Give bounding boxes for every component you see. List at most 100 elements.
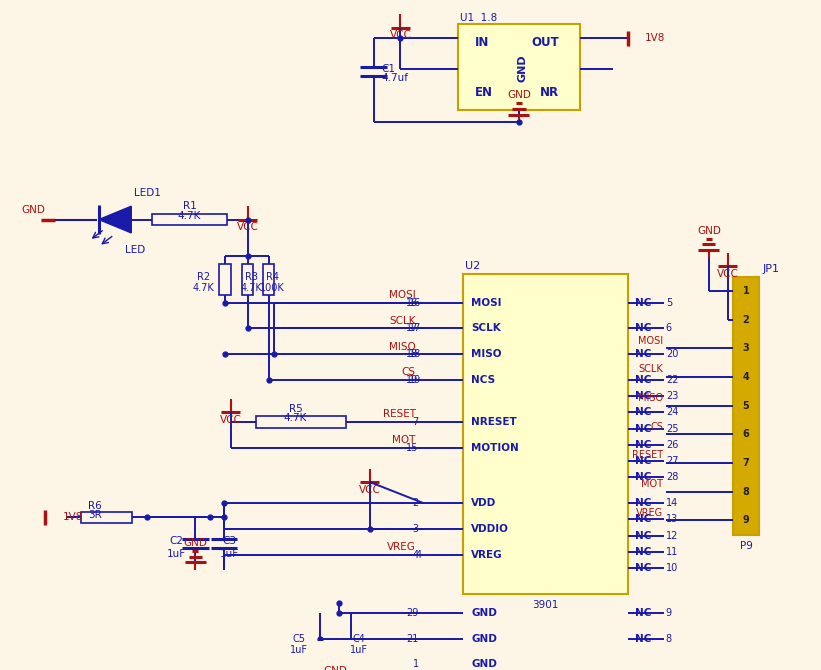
Text: 19: 19: [406, 375, 419, 385]
Text: 28: 28: [666, 472, 678, 482]
Text: RESET: RESET: [632, 450, 663, 460]
Text: GND: GND: [21, 205, 45, 215]
Text: 1uF: 1uF: [350, 645, 368, 655]
Text: C4: C4: [352, 634, 365, 644]
Text: 26: 26: [666, 440, 678, 450]
Text: GND: GND: [518, 54, 528, 82]
Bar: [242, 265, 254, 295]
Text: 1V8: 1V8: [644, 34, 665, 43]
Text: 6: 6: [666, 324, 672, 334]
Text: GND: GND: [471, 659, 497, 669]
Text: 3901: 3901: [532, 600, 559, 610]
Text: 1uF: 1uF: [291, 645, 309, 655]
Text: NC: NC: [635, 563, 652, 573]
Text: 23: 23: [666, 391, 678, 401]
Text: 4: 4: [415, 549, 421, 559]
Text: NCS: NCS: [471, 375, 495, 385]
Text: VCC: VCC: [717, 269, 739, 279]
Text: GND: GND: [471, 608, 497, 618]
Text: 22: 22: [666, 375, 678, 385]
Text: NC: NC: [635, 297, 652, 308]
Text: 1: 1: [743, 286, 750, 296]
Text: C5: C5: [293, 634, 305, 644]
Text: MOSI: MOSI: [471, 297, 502, 308]
Text: C1: C1: [382, 64, 396, 74]
Text: NC: NC: [635, 407, 652, 417]
Text: 7: 7: [412, 417, 419, 427]
Text: 3: 3: [743, 344, 750, 354]
Text: 6: 6: [743, 429, 750, 440]
Text: MOT: MOT: [641, 479, 663, 489]
Text: NR: NR: [540, 86, 559, 99]
Text: 7: 7: [743, 458, 750, 468]
Text: NC: NC: [635, 531, 652, 541]
Text: GND: GND: [471, 634, 497, 644]
Text: 16: 16: [406, 297, 419, 308]
Text: 1uF: 1uF: [220, 549, 239, 559]
Text: 2: 2: [412, 498, 419, 508]
Text: EN: EN: [475, 86, 493, 99]
Text: 13: 13: [666, 515, 678, 525]
Text: MISO: MISO: [389, 342, 415, 352]
Text: 100K: 100K: [260, 283, 285, 293]
Text: NC: NC: [635, 423, 652, 433]
Text: 8: 8: [666, 634, 672, 644]
Text: CS: CS: [650, 421, 663, 431]
Text: GND: GND: [183, 538, 207, 548]
Text: 17: 17: [406, 324, 419, 334]
Text: 5: 5: [666, 297, 672, 308]
Text: 20: 20: [666, 349, 678, 359]
Text: P9: P9: [740, 541, 753, 551]
Text: 29: 29: [406, 608, 419, 618]
Text: NC: NC: [635, 324, 652, 334]
Text: 4.7K: 4.7K: [241, 283, 263, 293]
Text: MOSI: MOSI: [638, 336, 663, 346]
Text: GND: GND: [697, 226, 721, 236]
Text: VCC: VCC: [220, 415, 241, 425]
Text: C2: C2: [169, 536, 183, 546]
Text: 4.7K: 4.7K: [178, 211, 201, 220]
Text: NC: NC: [635, 547, 652, 557]
Text: 4.7K: 4.7K: [284, 413, 307, 423]
Text: NRESET: NRESET: [471, 417, 517, 427]
Text: NC: NC: [635, 608, 652, 618]
Text: R4: R4: [266, 272, 279, 282]
Bar: [464, 274, 628, 594]
Text: VCC: VCC: [389, 30, 411, 40]
Text: 14: 14: [666, 498, 678, 508]
Text: 25: 25: [666, 423, 678, 433]
Text: MISO: MISO: [638, 393, 663, 403]
Text: 21: 21: [406, 634, 419, 644]
Text: 9: 9: [666, 608, 672, 618]
Text: 17: 17: [409, 324, 421, 334]
Text: NC: NC: [635, 391, 652, 401]
Text: 18: 18: [409, 349, 421, 359]
Text: NC: NC: [635, 472, 652, 482]
Text: NC: NC: [635, 349, 652, 359]
Text: 3: 3: [412, 524, 419, 534]
Bar: [732, 277, 759, 535]
Text: 15: 15: [406, 443, 419, 453]
Text: MOT: MOT: [392, 435, 415, 445]
Text: NC: NC: [635, 440, 652, 450]
Bar: [219, 265, 231, 295]
Text: 11: 11: [666, 547, 678, 557]
Text: MISO: MISO: [471, 349, 502, 359]
Text: 27: 27: [666, 456, 678, 466]
Text: IN: IN: [475, 36, 489, 50]
Text: 5: 5: [743, 401, 750, 411]
Text: C3: C3: [222, 536, 236, 546]
Text: CS: CS: [401, 367, 415, 377]
Text: NC: NC: [635, 634, 652, 644]
Text: R6: R6: [88, 501, 102, 511]
Bar: [256, 416, 346, 427]
Text: R2: R2: [197, 272, 210, 282]
Text: 1: 1: [412, 659, 419, 669]
Text: VREG: VREG: [471, 549, 502, 559]
Text: U1  1.8: U1 1.8: [460, 13, 497, 23]
Text: SCLK: SCLK: [389, 316, 415, 326]
Text: VDDIO: VDDIO: [471, 524, 509, 534]
Text: SCLK: SCLK: [471, 324, 501, 334]
Text: LED1: LED1: [134, 188, 161, 198]
Text: 9: 9: [743, 515, 750, 525]
